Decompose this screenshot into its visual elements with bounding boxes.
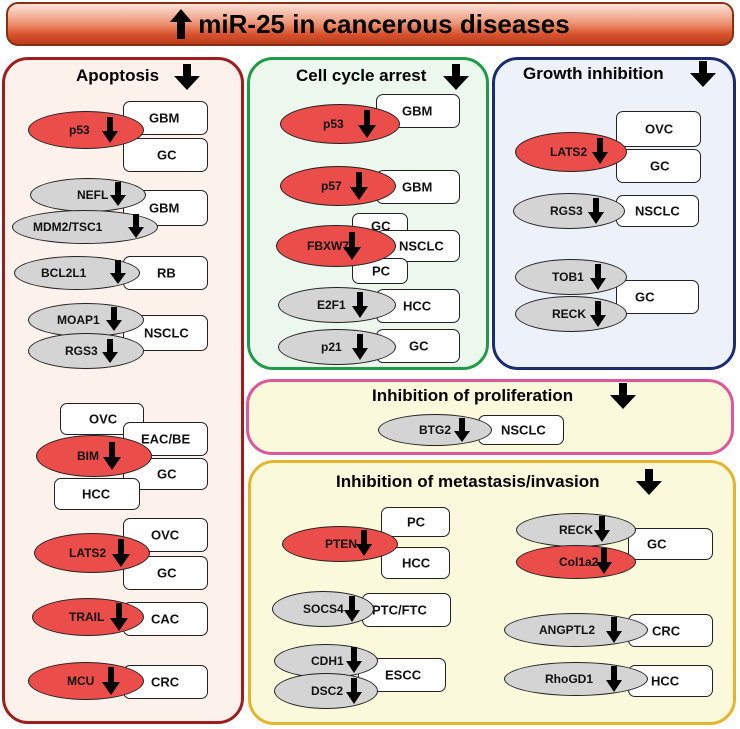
- down-arrow-icon: [356, 530, 372, 556]
- gene-node-rhogd1: RhoGD1: [504, 662, 648, 696]
- down-arrow-icon: [592, 138, 608, 164]
- down-arrow-icon: [606, 666, 622, 692]
- inhibition-of-metastasis-title: Inhibition of metastasis/invasion: [336, 472, 600, 491]
- inhibition-of-proliferation-title: Inhibition of proliferation: [372, 386, 574, 405]
- gene-node-p21: p21: [278, 329, 396, 365]
- down-arrow-icon: [103, 442, 121, 470]
- gene-node-socs4: SOCS4: [272, 591, 374, 627]
- cancer-type-box: HCC: [376, 289, 460, 323]
- down-arrow-icon: [102, 667, 120, 695]
- gene-node-col1a2: Col1a2: [516, 545, 636, 579]
- down-arrow-icon: [352, 292, 368, 318]
- gene-node-reck: RECK: [515, 296, 627, 332]
- down-arrow-icon: [610, 383, 636, 409]
- gene-node-btg2: BTG2: [378, 414, 492, 446]
- cancer-type-box: PTC/FTC: [362, 593, 451, 627]
- down-arrow-icon: [590, 264, 606, 290]
- cancer-type-box: GC: [616, 280, 699, 314]
- down-arrow-icon: [102, 339, 118, 363]
- gene-node-trail: TRAIL: [32, 598, 144, 636]
- gene-node-rgs3: RGS3: [28, 333, 144, 369]
- up-arrow-icon: [170, 9, 193, 39]
- down-arrow-icon: [590, 301, 606, 327]
- gene-node-dsc2: DSC2: [274, 673, 378, 709]
- gene-node-lats2: LATS2: [515, 132, 627, 172]
- cancer-type-box: HCC: [381, 547, 450, 579]
- down-arrow-icon: [594, 516, 610, 542]
- cancer-type-box: NSCLC: [616, 195, 699, 227]
- down-arrow-icon: [128, 214, 144, 238]
- cell-cycle-arrest-title: Cell cycle arrest: [296, 66, 427, 85]
- down-arrow-icon: [346, 647, 362, 673]
- down-arrow-icon: [110, 182, 126, 206]
- down-arrow-icon: [443, 64, 469, 90]
- down-arrow-icon: [102, 117, 118, 143]
- gene-node-fbxw7: FBXW7: [276, 225, 396, 267]
- gene-node-reck: RECK: [516, 513, 636, 547]
- down-arrow-icon: [636, 469, 662, 495]
- down-arrow-icon: [350, 172, 368, 200]
- gene-node-e2f1: E2F1: [278, 287, 396, 323]
- down-arrow-icon: [344, 596, 360, 622]
- apoptosis-title: Apoptosis: [76, 66, 160, 85]
- down-arrow-icon: [606, 617, 622, 643]
- gene-node-p57: p57: [280, 166, 396, 206]
- down-arrow-icon: [110, 603, 128, 631]
- cancer-type-box: GBM: [123, 101, 208, 135]
- title-bar: miR-25 in cancerous diseases: [6, 2, 734, 46]
- cancer-type-box: GBM: [376, 170, 460, 204]
- down-arrow-icon: [343, 232, 361, 260]
- gene-node-p53: p53: [280, 104, 400, 144]
- down-arrow-icon: [174, 64, 200, 90]
- gene-node-pten: PTEN: [282, 526, 398, 562]
- growth-inhibition-title: Growth inhibition: [523, 64, 664, 83]
- cancer-type-box: GC: [628, 528, 713, 560]
- cancer-type-box: PC: [381, 507, 450, 537]
- gene-node-angptl2: ANGPTL2: [504, 613, 648, 647]
- cancer-type-box: GC: [616, 149, 701, 183]
- down-arrow-icon: [352, 334, 368, 360]
- down-arrow-icon: [112, 539, 130, 567]
- cancer-type-box: GC: [123, 138, 208, 172]
- gene-node-mcu: MCU: [28, 662, 144, 700]
- cancer-type-box: OVC: [616, 111, 701, 147]
- down-arrow-icon: [596, 548, 612, 574]
- down-arrow-icon: [358, 110, 376, 138]
- gene-node-p53: p53: [28, 111, 144, 149]
- gene-node-lats2: LATS2: [34, 533, 150, 573]
- gene-node-bim: BIM: [36, 435, 152, 477]
- down-arrow-icon: [106, 307, 122, 331]
- gene-node-tob1: TOB1: [515, 259, 627, 295]
- down-arrow-icon: [346, 678, 362, 704]
- cancer-type-box: HCC: [54, 478, 140, 510]
- down-arrow-icon: [110, 260, 126, 284]
- cancer-type-box: EAC/BE: [123, 422, 208, 456]
- gene-node-moap1: MOAP1: [28, 303, 144, 337]
- page-title: miR-25 in cancerous diseases: [198, 8, 570, 39]
- gene-node-nefl: NEFL: [30, 178, 146, 212]
- down-arrow-icon: [588, 198, 604, 224]
- down-arrow-icon: [690, 61, 716, 87]
- down-arrow-icon: [454, 418, 470, 442]
- gene-node-rgs3: RGS3: [513, 193, 625, 229]
